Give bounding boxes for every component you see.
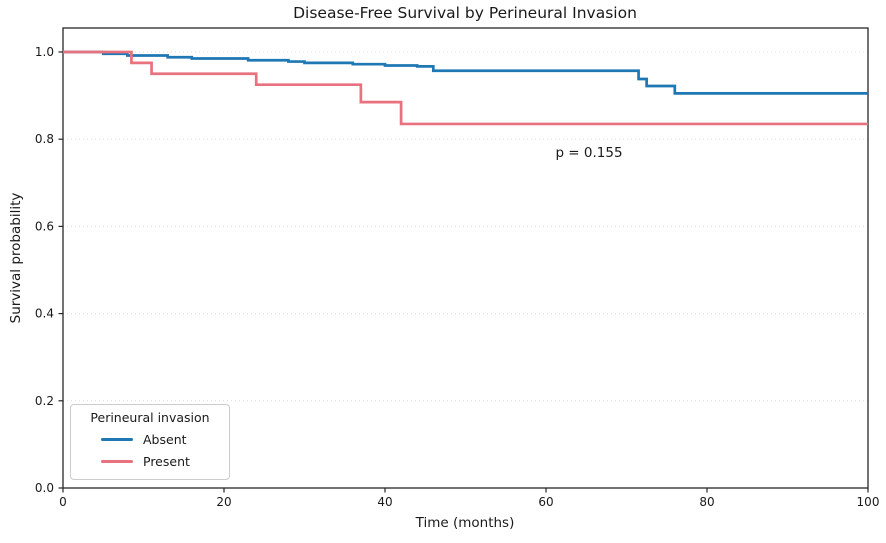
x-axis-label: Time (months) <box>415 515 515 531</box>
x-tick-label: 40 <box>377 495 392 509</box>
y-tick-label: 0.0 <box>35 481 54 495</box>
x-tick-label: 20 <box>216 495 231 509</box>
legend-entry-present: Present <box>79 450 221 472</box>
x-tick-label: 80 <box>699 495 714 509</box>
km-curve-absent <box>63 50 868 95</box>
y-tick-label: 0.6 <box>35 219 54 233</box>
x-tick-label: 100 <box>857 495 880 509</box>
legend: Perineural invasion Absent Present <box>70 404 230 480</box>
y-tick-label: 0.4 <box>35 307 54 321</box>
chart-title: Disease-Free Survival by Perineural Inva… <box>293 4 637 22</box>
absent-line-swatch-icon <box>101 437 133 441</box>
y-axis-label: Survival probability <box>8 192 24 324</box>
y-tick-label: 0.8 <box>35 132 54 146</box>
plot-frame <box>62 27 869 489</box>
legend-title: Perineural invasion <box>90 410 210 425</box>
legend-label-present: Present <box>143 453 190 469</box>
p-value-annotation: p = 0.155 <box>555 145 623 161</box>
x-tick-label: 60 <box>538 495 553 509</box>
present-line-swatch-icon <box>101 459 133 463</box>
y-tick-label: 1.0 <box>35 45 54 59</box>
legend-entry-absent: Absent <box>79 428 221 450</box>
y-tick-label: 0.2 <box>35 394 54 408</box>
legend-label-absent: Absent <box>143 431 187 447</box>
x-tick-label: 0 <box>59 495 67 509</box>
km-curve-present <box>63 50 868 126</box>
